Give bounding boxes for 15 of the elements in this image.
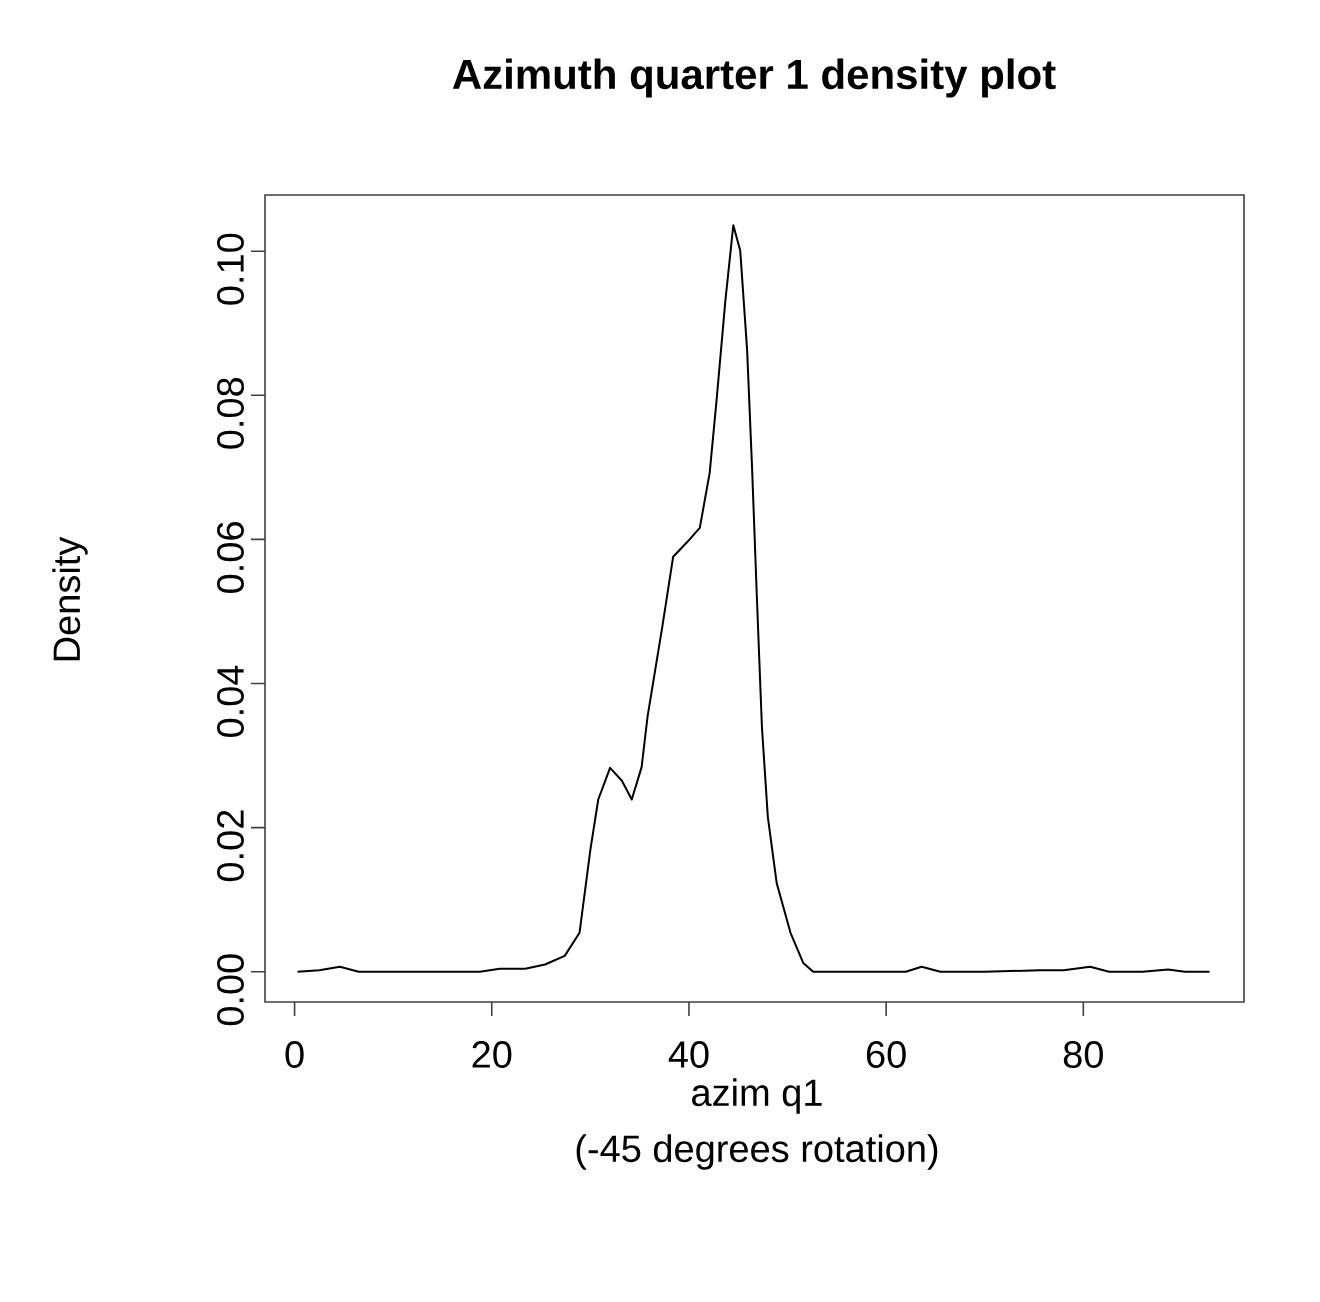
x-tick-label: 60	[866, 1041, 906, 1068]
x-tick-label: 80	[1063, 1041, 1103, 1068]
y-tick-label: 0.10	[217, 233, 244, 305]
y-axis-title: Density	[52, 536, 88, 661]
chart-title: Azimuth quarter 1 density plot	[452, 58, 1056, 98]
y-tick-label: 0.06	[217, 522, 244, 593]
y-tick-label: 0.00	[217, 954, 244, 1026]
x-tick-label: 20	[472, 1041, 512, 1068]
x-tick-label: 0	[285, 1041, 304, 1068]
y-tick-label: 0.04	[217, 665, 244, 738]
text: (-45 degrees rotation)	[576, 1134, 938, 1170]
y-tick-label: 0.02	[217, 810, 244, 882]
x-axis-title: azim q1	[692, 1078, 822, 1114]
x-tick-label: 40	[668, 1041, 709, 1068]
y-tick-label: 0.08	[217, 377, 244, 449]
